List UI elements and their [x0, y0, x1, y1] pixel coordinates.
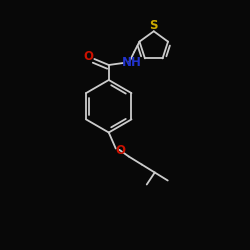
Text: NH: NH [122, 56, 142, 69]
Text: O: O [84, 50, 94, 64]
Text: S: S [150, 19, 158, 32]
Text: O: O [115, 144, 125, 157]
